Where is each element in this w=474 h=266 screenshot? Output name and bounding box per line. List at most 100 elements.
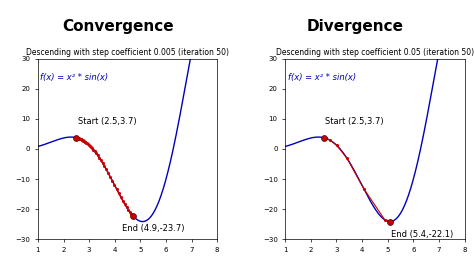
Text: Start (2.5,3.7): Start (2.5,3.7): [78, 117, 136, 126]
Point: [86, 144, 94, 148]
Point: [119, 198, 127, 203]
Point: [77, 137, 85, 142]
Point: [80, 139, 87, 143]
Point: [85, 143, 93, 147]
Point: [125, 207, 132, 212]
Point: [84, 142, 92, 146]
Point: [386, 219, 394, 224]
Point: [83, 141, 91, 146]
Text: End (4.9,-23.7): End (4.9,-23.7): [122, 224, 185, 233]
Point: [92, 151, 100, 155]
Point: [75, 136, 83, 141]
Point: [322, 136, 330, 141]
Point: [91, 149, 99, 153]
Point: [386, 219, 394, 224]
Point: [386, 219, 394, 224]
Point: [386, 219, 394, 224]
Point: [73, 136, 81, 140]
Point: [81, 139, 89, 144]
Point: [386, 219, 394, 224]
Text: Divergence: Divergence: [307, 19, 404, 34]
Point: [386, 219, 394, 224]
Point: [76, 137, 84, 141]
Point: [386, 219, 394, 224]
Point: [386, 219, 394, 224]
Point: [386, 219, 394, 224]
Point: [388, 219, 396, 223]
Point: [386, 219, 394, 224]
Point: [104, 171, 112, 175]
Point: [386, 219, 394, 224]
Point: [385, 219, 393, 224]
Point: [386, 219, 394, 224]
Point: [117, 195, 125, 199]
Point: [386, 219, 394, 224]
Point: [95, 155, 103, 160]
Point: [76, 137, 83, 141]
Point: [87, 145, 95, 149]
Point: [386, 219, 394, 224]
Point: [360, 186, 367, 191]
Point: [78, 138, 86, 142]
Point: [386, 219, 394, 224]
Point: [386, 219, 394, 224]
Point: [387, 219, 394, 224]
Point: [386, 219, 394, 224]
Point: [386, 219, 394, 224]
Point: [121, 202, 128, 206]
Point: [386, 219, 394, 224]
Point: [115, 191, 122, 195]
Point: [89, 146, 96, 151]
Point: [79, 138, 86, 142]
Point: [123, 205, 130, 209]
Point: [75, 136, 82, 140]
Point: [100, 164, 108, 168]
Text: End (5.4,-22.1): End (5.4,-22.1): [391, 230, 454, 239]
Point: [126, 210, 134, 214]
Point: [78, 138, 85, 142]
Point: [386, 219, 394, 224]
Point: [99, 161, 106, 165]
Point: [343, 156, 351, 160]
Point: [386, 219, 394, 224]
Point: [73, 136, 80, 140]
Point: [386, 219, 394, 224]
Point: [386, 219, 394, 224]
Point: [386, 219, 394, 224]
Point: [333, 143, 340, 147]
Point: [386, 219, 394, 224]
Point: [74, 136, 82, 140]
Point: [90, 148, 97, 152]
Point: [381, 218, 389, 222]
Point: [386, 219, 394, 224]
Point: [75, 136, 82, 140]
Point: [80, 139, 88, 143]
Point: [386, 219, 393, 224]
Point: [77, 137, 84, 141]
Text: Convergence: Convergence: [63, 19, 174, 34]
Point: [113, 187, 120, 191]
Point: [110, 183, 118, 187]
Text: f(x) = x² * sin(x): f(x) = x² * sin(x): [40, 73, 109, 82]
Point: [129, 214, 137, 218]
Point: [73, 136, 81, 140]
Point: [386, 219, 394, 224]
Point: [386, 219, 394, 224]
Point: [97, 158, 105, 162]
Point: [128, 212, 135, 216]
Point: [82, 140, 89, 144]
Point: [109, 178, 116, 183]
Title: Descending with step coefficient 0.005 (iteration 50): Descending with step coefficient 0.005 (…: [26, 48, 229, 57]
Point: [102, 167, 110, 172]
Point: [386, 219, 394, 224]
Point: [82, 140, 90, 145]
Point: [327, 138, 334, 143]
Point: [107, 175, 114, 179]
Point: [386, 219, 394, 224]
Point: [386, 219, 394, 224]
Point: [386, 219, 394, 224]
Point: [386, 219, 394, 224]
Title: Descending with step coefficient 0.05 (iteration 50): Descending with step coefficient 0.05 (i…: [276, 48, 474, 57]
Point: [386, 219, 394, 224]
Point: [386, 219, 394, 224]
